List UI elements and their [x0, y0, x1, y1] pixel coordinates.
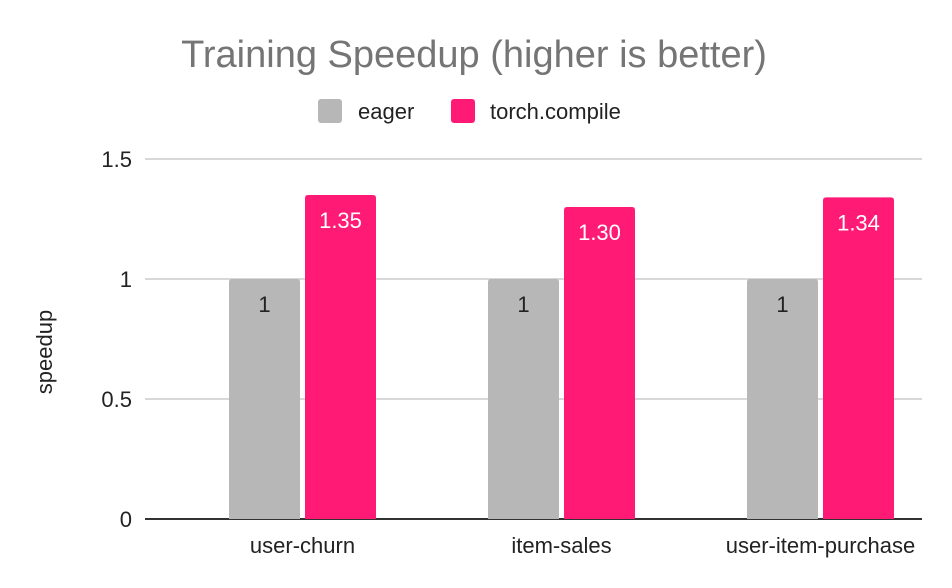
data-label: 1	[776, 292, 788, 317]
chart-title: Training Speedup (higher is better)	[181, 34, 767, 76]
y-tick-label: 0	[120, 507, 132, 532]
x-tick-label: user-churn	[250, 533, 355, 558]
bar-torch-compile-item-sales	[564, 207, 635, 519]
data-label: 1.34	[837, 210, 880, 235]
bar-eager-user-churn	[229, 279, 300, 519]
bar-torch-compile-user-item-purchase	[823, 197, 894, 519]
data-labels: 1 1.35 1 1.30 1 1.34	[258, 208, 880, 317]
y-tick-label: 1.5	[101, 147, 132, 172]
legend-label-torch-compile: torch.compile	[490, 99, 621, 124]
data-label: 1	[258, 292, 270, 317]
x-tick-label: item-sales	[511, 533, 611, 558]
bars	[229, 195, 894, 519]
data-label: 1.30	[578, 220, 621, 245]
y-tick-label: 1	[120, 267, 132, 292]
legend-label-eager: eager	[358, 99, 414, 124]
bar-eager-user-item-purchase	[747, 279, 818, 519]
data-label: 1	[517, 292, 529, 317]
data-label: 1.35	[319, 208, 362, 233]
x-axis-ticks: user-churn item-sales user-item-purchase	[250, 533, 915, 558]
legend-swatch-torch-compile	[451, 99, 475, 123]
y-axis-label: speedup	[32, 310, 57, 394]
bar-eager-item-sales	[488, 279, 559, 519]
y-tick-label: 0.5	[101, 387, 132, 412]
y-axis-ticks: 0 0.5 1 1.5	[101, 147, 132, 532]
legend-swatch-eager	[318, 99, 342, 123]
x-tick-label: user-item-purchase	[726, 533, 916, 558]
bar-torch-compile-user-churn	[305, 195, 376, 519]
legend: eager torch.compile	[318, 99, 621, 124]
